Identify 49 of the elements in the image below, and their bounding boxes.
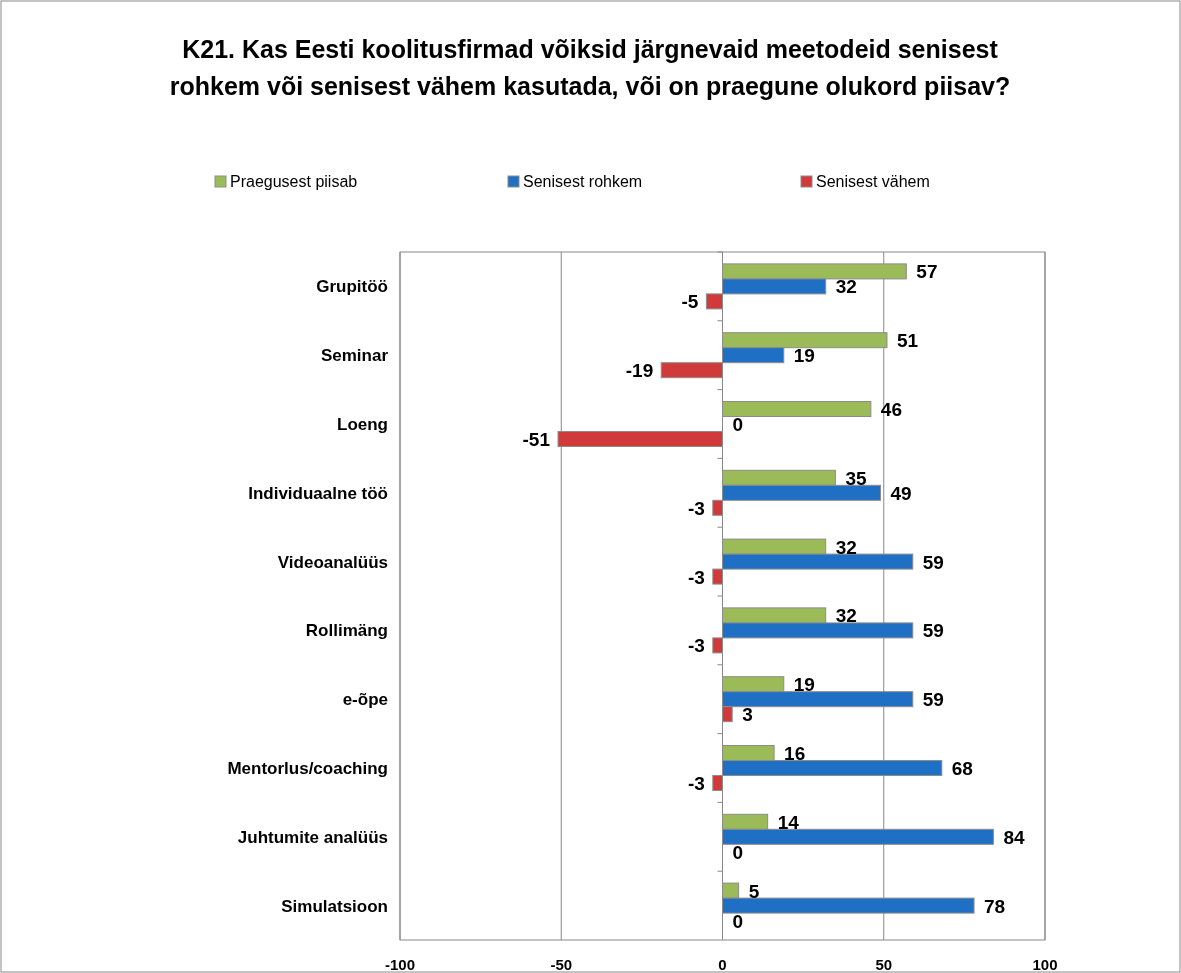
legend-label: Senisest rohkem — [523, 173, 643, 190]
y-tick-label: Seminar — [320, 346, 389, 366]
y-tick-label: Grupitöö — [316, 277, 388, 297]
y-tick-label: Juhtumite analüüs — [237, 827, 388, 847]
x-tick-label: -100 — [384, 956, 416, 973]
data-label: -3 — [687, 566, 705, 588]
data-label: 59 — [922, 620, 944, 642]
legend-label: Senisest vähem — [816, 173, 930, 190]
y-tick-label: Videoanalüüs — [277, 552, 388, 572]
data-label: 32 — [835, 605, 857, 627]
data-label: 68 — [951, 758, 973, 779]
y-tick-label: Loeng — [337, 415, 388, 434]
data-label: 84 — [1003, 826, 1025, 848]
data-label: -19 — [625, 360, 654, 382]
legend-label: Praegusest piisab — [230, 173, 358, 190]
data-label: 0 — [732, 910, 744, 932]
x-tick-label: 0 — [718, 956, 727, 973]
data-label: -5 — [681, 291, 699, 313]
y-tick-label: Rollimäng — [305, 621, 388, 641]
y-tick-label: e-õpe — [342, 690, 388, 710]
data-label: 59 — [922, 551, 944, 573]
data-label: 19 — [793, 345, 815, 367]
data-label: 19 — [793, 674, 815, 696]
data-label: -3 — [687, 635, 705, 657]
chart-title: K21. Kas Eesti koolitusfirmad võiksid järgnevaid meetodeid senisest rohkem või senisest vähem kasutada, või on praegune olukord piisav? — [169, 35, 1011, 100]
data-label: 51 — [896, 330, 919, 352]
data-label: 59 — [922, 689, 944, 711]
data-label: 57 — [916, 261, 938, 283]
data-label: 14 — [777, 811, 800, 833]
data-label: 49 — [890, 482, 912, 504]
data-label: 32 — [835, 536, 857, 558]
x-tick-label: -50 — [550, 956, 573, 973]
data-label: 32 — [835, 276, 857, 298]
data-label: -3 — [687, 497, 705, 519]
data-label: 35 — [845, 467, 867, 489]
x-tick-label: 100 — [1032, 956, 1058, 973]
y-tick-label: Individuaalne töö — [248, 483, 388, 503]
data-label: 3 — [742, 704, 753, 726]
data-label: -3 — [687, 773, 705, 794]
data-label: 0 — [732, 841, 744, 863]
data-label: 78 — [984, 895, 1006, 917]
data-label: 0 — [732, 414, 744, 435]
data-label: 46 — [880, 399, 902, 420]
data-label: 16 — [784, 743, 806, 764]
x-tick-label: 50 — [875, 956, 893, 973]
data-label: -51 — [522, 429, 551, 450]
y-tick-label: Simulatsioon — [281, 896, 388, 916]
y-tick-label: Mentorlus/coaching — [227, 759, 388, 778]
data-label: 5 — [748, 880, 760, 902]
